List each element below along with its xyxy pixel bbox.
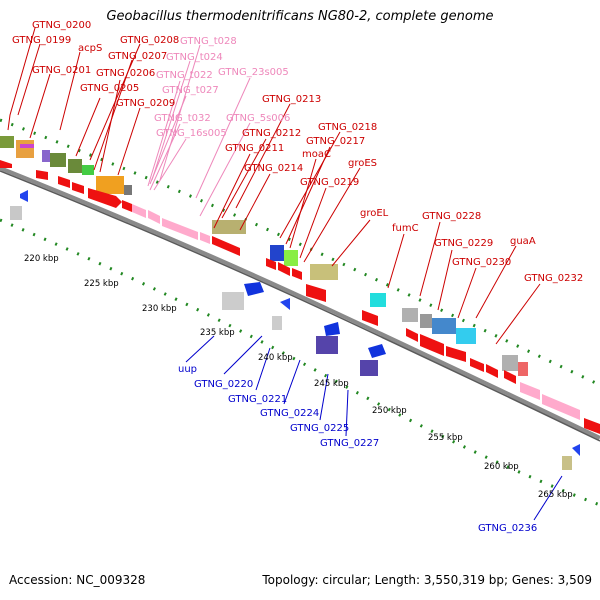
accession-text: Accession: NC_009328: [9, 573, 146, 587]
gene-label[interactable]: GTNG_0236: [478, 523, 537, 534]
gene-label[interactable]: groES: [348, 158, 377, 169]
genome-summary-text: Topology: circular; Length: 3,550,319 bp…: [262, 573, 592, 587]
gene-label[interactable]: GTNG_0209: [116, 98, 175, 109]
kbp-label: 230 kbp: [142, 304, 177, 314]
rna-label[interactable]: GTNG_t028: [180, 36, 237, 47]
gene-label[interactable]: GTNG_0205: [80, 83, 139, 94]
kbp-label: 265 kbp: [538, 490, 573, 500]
gene-label[interactable]: moaC: [302, 149, 331, 160]
kbp-label: 240 kbp: [258, 353, 293, 363]
genome-backbone-shadow: [0, 170, 600, 442]
gene-label[interactable]: GTNG_0217: [306, 136, 365, 147]
gene-label[interactable]: GTNG_0207: [108, 51, 167, 62]
gene-label[interactable]: GTNG_0199: [12, 35, 71, 46]
gene-label[interactable]: GTNG_0200: [32, 20, 91, 31]
reverse-leaders: [185, 335, 563, 521]
rna-label[interactable]: GTNG_16s005: [156, 128, 227, 139]
gene-label[interactable]: GTNG_0220: [194, 379, 253, 390]
rna-label[interactable]: GTNG_23s005: [218, 67, 289, 78]
genome-backbone: [0, 166, 600, 440]
rna-leaders: [147, 44, 251, 217]
gene-label[interactable]: uup: [178, 364, 197, 375]
rna-label[interactable]: GTNG_t027: [162, 85, 219, 96]
kbp-label: 225 kbp: [84, 279, 119, 289]
gene-label[interactable]: GTNG_0206: [96, 68, 155, 79]
gene-label[interactable]: GTNG_0228: [422, 211, 481, 222]
gene-label[interactable]: GTNG_0212: [242, 128, 301, 139]
gene-label[interactable]: GTNG_0221: [228, 394, 287, 405]
gene-label[interactable]: GTNG_0218: [318, 122, 377, 133]
gene-label[interactable]: groEL: [360, 208, 389, 219]
rna-label[interactable]: GTNG_5s006: [226, 113, 290, 124]
rna-label[interactable]: GTNG_t032: [154, 113, 211, 124]
rna-label[interactable]: GTNG_t024: [166, 52, 223, 63]
gene-label[interactable]: GTNG_0227: [320, 438, 379, 449]
kbp-label: 245 kbp: [314, 379, 349, 389]
gene-label[interactable]: acpS: [78, 43, 102, 54]
gene-label[interactable]: GTNG_0214: [244, 163, 303, 174]
kbp-label: 235 kbp: [200, 328, 235, 338]
gene-label[interactable]: GTNG_0213: [262, 94, 321, 105]
reverse-features: [10, 190, 580, 470]
gene-label[interactable]: GTNG_0201: [32, 65, 91, 76]
forward-leaders: [7, 27, 541, 345]
kbp-label: 220 kbp: [24, 254, 59, 264]
rna-label[interactable]: GTNG_t022: [156, 70, 213, 81]
gene-label[interactable]: GTNG_0225: [290, 423, 349, 434]
gene-label[interactable]: GTNG_0230: [452, 257, 511, 268]
gene-label[interactable]: GTNG_0211: [225, 143, 284, 154]
forward-features: [0, 136, 600, 434]
gene-label[interactable]: GTNG_0232: [524, 273, 583, 284]
kbp-label: 250 kbp: [372, 406, 407, 416]
gene-label[interactable]: GTNG_0219: [300, 177, 359, 188]
map-title: Geobacillus thermodenitrificans NG80-2, …: [106, 9, 494, 24]
kbp-label: 255 kbp: [428, 433, 463, 443]
gene-label[interactable]: GTNG_0208: [120, 35, 179, 46]
gene-label[interactable]: GTNG_0224: [260, 408, 319, 419]
gene-label[interactable]: fumC: [392, 223, 419, 234]
gene-label[interactable]: guaA: [510, 236, 536, 247]
gene-label[interactable]: GTNG_0229: [434, 238, 493, 249]
kbp-label: 260 kbp: [484, 462, 519, 472]
